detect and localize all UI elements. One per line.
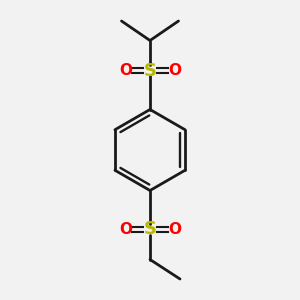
Text: O: O (119, 63, 132, 78)
Text: O: O (168, 63, 181, 78)
Text: S: S (143, 220, 157, 238)
Text: S: S (143, 61, 157, 80)
Text: O: O (119, 222, 132, 237)
Text: O: O (168, 222, 181, 237)
